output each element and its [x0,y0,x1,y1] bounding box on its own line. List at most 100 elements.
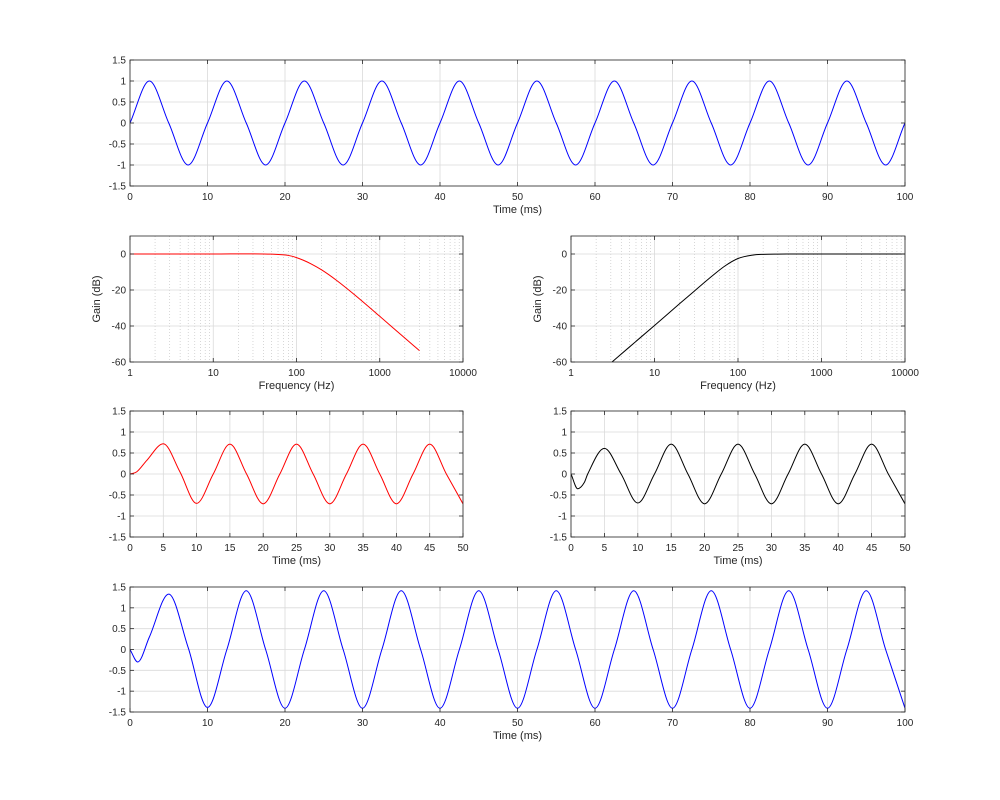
y-tick-label: 1.5 [112,407,126,418]
x-tick-label: 0 [127,718,133,729]
x-tick-label: 1000 [810,368,833,379]
x-tick-label: 70 [667,192,679,203]
series-line [130,590,905,709]
x-tick-label: 70 [667,718,679,729]
x-tick-label: 10 [202,192,214,203]
y-tick-label: 0.5 [112,449,126,460]
x-tick-label: 50 [512,718,524,729]
x-tick-label: 0 [127,192,133,203]
ticks: 1 10 100 1000 10000 -60 -40 -20 0 [112,236,477,379]
y-tick-label: -1 [558,512,567,523]
x-tick-label: 100 [288,368,305,379]
x-tick-label: 100 [897,192,914,203]
x-tick-label: 50 [512,192,524,203]
y-tick-label: -40 [553,322,568,333]
x-tick-label: 0 [568,543,574,554]
y-tick-label: -1 [117,161,126,172]
y-tick-label: -20 [553,286,568,297]
y-tick-label: -40 [112,322,127,333]
y-tick-label: 1.5 [112,56,126,67]
y-axis-label: Gain (dB) [91,275,103,322]
series-line [130,443,463,505]
y-tick-label: -60 [553,358,568,369]
y-tick-label: 1.5 [112,583,126,594]
y-tick-label: -0.5 [109,666,127,677]
x-tick-label: 50 [457,543,469,554]
x-tick-label: 20 [279,192,291,203]
y-tick-label: 1.5 [553,407,567,418]
x-axis-label: Time (ms) [272,555,321,567]
y-tick-label: 0.5 [112,624,126,635]
x-tick-label: 40 [434,192,446,203]
axes-lowpass: 1 10 100 1000 10000 -60 -40 -20 0 Frequency (Hz) G… [91,235,477,392]
x-tick-label: 80 [744,718,756,729]
x-tick-label: 30 [766,543,778,554]
y-tick-label: 1 [120,603,126,614]
y-tick-label: 1 [561,428,567,439]
x-axis-label: Time (ms) [493,204,542,216]
x-tick-label: 25 [291,543,303,554]
y-tick-label: 0.5 [553,449,567,460]
y-tick-label: 0 [561,470,567,481]
x-tick-label: 40 [833,543,845,554]
x-tick-label: 90 [822,192,834,203]
x-tick-label: 40 [434,718,446,729]
x-tick-label: 45 [866,543,878,554]
x-tick-label: 60 [589,192,601,203]
y-tick-label: 0 [120,119,126,130]
ticks: 0 10 20 30 40 50 60 70 80 90 100 -1.5 -1 -0.5 0 0.5 1 1.5 [109,56,914,204]
x-tick-label: 5 [161,543,167,554]
axes-highpass-time: 0 5 10 15 20 25 30 35 40 45 50 -1.5 -1 -0.5 0 0.5 1 1.5 Ti… [550,407,911,568]
axes-top: 0 10 20 30 40 50 60 70 80 90 100 -1.5 -1 -0.5 0 0.5 1 1.5… [109,56,914,217]
series-line [571,443,905,505]
y-tick-label: -1 [117,512,126,523]
ticks: 0 5 10 15 20 25 30 35 40 45 50 -1.5 -1 -0.5 0 0.5 1 1.5 [109,407,469,555]
x-tick-label: 30 [324,543,336,554]
x-axis-label: Frequency (Hz) [259,380,335,392]
y-tick-label: -0.5 [109,491,127,502]
x-axis-label: Frequency (Hz) [700,380,776,392]
ticks: 0 10 20 30 40 50 60 70 80 90 100 -1.5 -1 -0.5 0 0.5 1 1.5 [109,583,914,730]
y-tick-label: -1.5 [109,182,127,193]
x-tick-label: 15 [666,543,678,554]
y-tick-label: 0.5 [112,98,126,109]
x-tick-label: 1 [127,368,133,379]
x-tick-label: 20 [699,543,711,554]
x-tick-label: 10 [202,718,214,729]
x-tick-label: 30 [357,718,369,729]
y-tick-label: -1.5 [109,708,127,719]
y-tick-label: -1.5 [109,533,127,544]
y-tick-label: 1 [120,428,126,439]
x-tick-label: 60 [589,718,601,729]
ticks: 1 10 100 1000 10000 -60 -40 -20 0 [553,236,919,379]
ticks: 0 5 10 15 20 25 30 35 40 45 50 -1.5 -1 -0.5 0 0.5 1 1.5 [550,407,911,555]
x-tick-label: 90 [822,718,834,729]
y-tick-label: 0 [561,250,567,261]
x-tick-label: 10000 [891,368,919,379]
x-tick-label: 5 [602,543,608,554]
grid [570,236,906,363]
x-axis-label: Time (ms) [493,730,542,742]
y-tick-label: -60 [112,358,127,369]
y-axis-label: Gain (dB) [532,275,544,322]
x-tick-label: 0 [127,543,133,554]
x-tick-label: 1 [568,368,574,379]
x-axis-label: Time (ms) [713,555,762,567]
x-tick-label: 10 [649,368,661,379]
x-tick-label: 20 [258,543,270,554]
x-tick-label: 35 [799,543,811,554]
y-tick-label: 0 [120,470,126,481]
y-tick-label: -1.5 [550,533,568,544]
x-tick-label: 10 [632,543,644,554]
y-tick-label: 0 [120,645,126,656]
series-line [130,80,905,166]
x-tick-label: 45 [424,543,436,554]
y-tick-label: -1 [117,687,126,698]
x-tick-label: 25 [732,543,744,554]
x-tick-label: 40 [391,543,403,554]
x-tick-label: 35 [358,543,370,554]
y-tick-label: 1 [120,77,126,88]
y-tick-label: 0 [120,250,126,261]
series-line [130,253,420,352]
